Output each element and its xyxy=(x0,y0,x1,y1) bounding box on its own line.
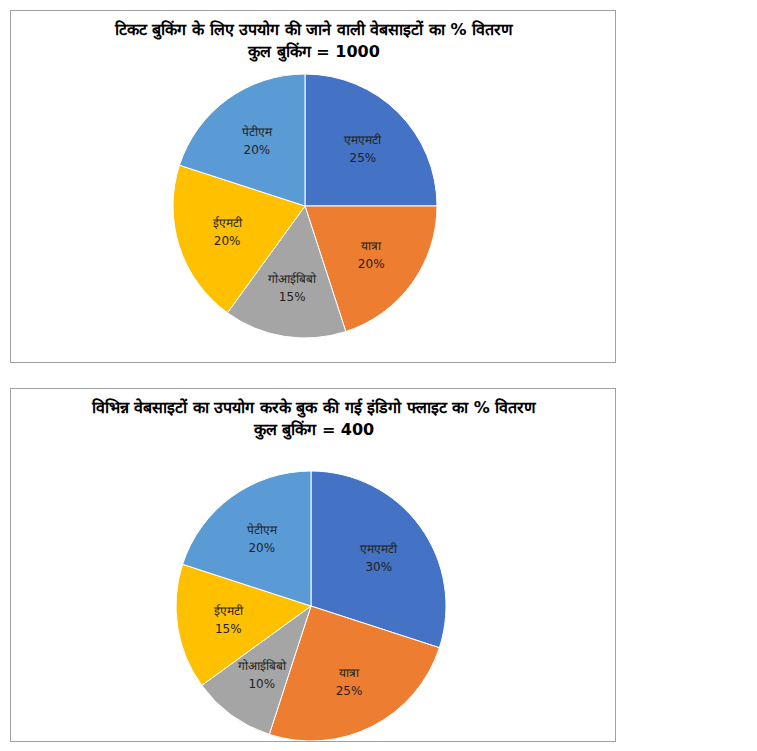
svg-text:गोआईबिबो10%: गोआईबिबो10% xyxy=(238,659,287,691)
html-text:कुल बुकिंग = 400: कुल बुकिंग = 400 xyxy=(253,420,375,439)
svg-text:यात्रा25%: यात्रा25% xyxy=(336,666,363,698)
html-text:कुल बुकिंग = 1000: कुल बुकिंग = 1000 xyxy=(248,42,380,61)
html-text:टिकट बुकिंग के लिए उपयोग की जा: टिकट बुकिंग के लिए उपयोग की जाने वाली वे… xyxy=(114,20,514,39)
svg-text:पेटीएम20%: पेटीएम20% xyxy=(247,523,278,555)
svg-text:एमएमटी30%: एमएमटी30% xyxy=(360,542,398,574)
svg-text:यात्रा20%: यात्रा20% xyxy=(358,239,385,271)
svg-text:पेटीएम20%: पेटीएम20% xyxy=(242,125,273,157)
html-text:विभिन्न वेबसाइटों का उपयोग करक: विभिन्न वेबसाइटों का उपयोग करके बुक की ग… xyxy=(91,398,537,417)
svg-text:एमएमटी25%: एमएमटी25% xyxy=(344,133,382,165)
svg-text:गोआईबिबो15%: गोआईबिबो15% xyxy=(268,272,317,304)
svg-text:ईएमटी20%: ईएमटी20% xyxy=(213,216,243,248)
svg-text:ईएमटी15%: ईएमटी15% xyxy=(214,604,244,636)
